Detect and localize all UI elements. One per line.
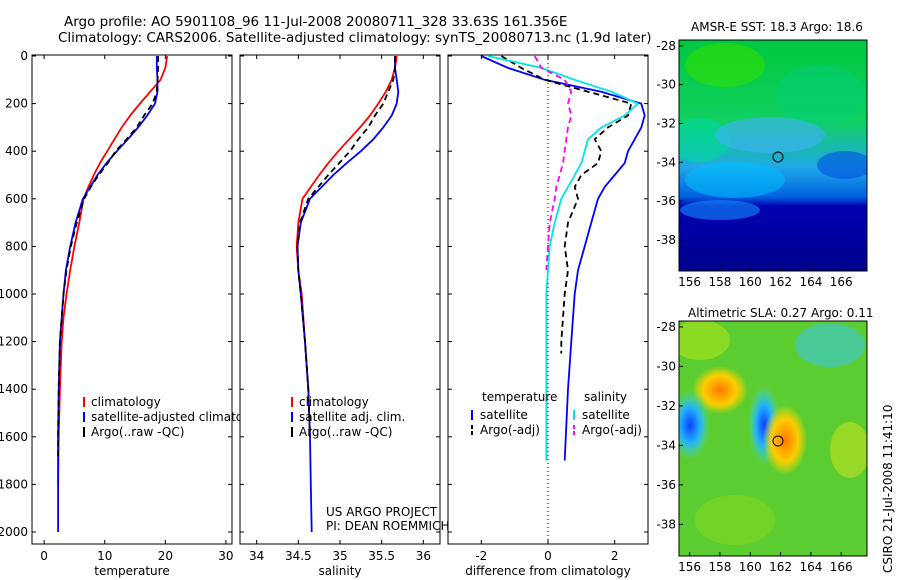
sla-map: Altimetric SLA: 0.27 Argo: 0.11 156 158 16… [656, 306, 873, 574]
series-line-2-0 [480, 55, 646, 461]
legend-group-header-1: salinity [584, 390, 627, 404]
sst-x-tick-label-158: 158 [708, 275, 731, 289]
sst-x-tick-label-160: 160 [739, 275, 762, 289]
plot-frame-0 [31, 54, 233, 545]
legend-label-1-0: climatology [299, 395, 369, 409]
y-tick-label-1400: 1400 [0, 382, 28, 396]
sst-field-detail [679, 43, 867, 220]
x-tick-label-0-10: 10 [97, 549, 112, 563]
y-tick-label-600: 600 [5, 192, 28, 206]
series-line-1-2 [296, 56, 396, 437]
x-tick-label-2-2: 2 [611, 549, 619, 563]
sla-y-tick-label--38: -38 [656, 517, 676, 531]
plot-frame-1 [239, 54, 441, 545]
sla-x-tick-label-158: 158 [708, 560, 731, 574]
x-tick-label-0-30: 30 [218, 549, 233, 563]
sla-x-tick-label-156: 156 [678, 560, 701, 574]
sla-y-tick-label--28: -28 [656, 320, 676, 334]
legend-label-0-0: satellite [480, 408, 528, 422]
y-tick-label-400: 400 [5, 144, 28, 158]
y-tick-label-800: 800 [5, 239, 28, 253]
sst-x-tick-label-162: 162 [769, 275, 792, 289]
y-tick-label-200: 200 [5, 97, 28, 111]
x-axis-label-1: salinity [318, 564, 361, 578]
x-tick-label-2-0: 0 [544, 549, 552, 563]
series-line-0-0 [57, 55, 169, 485]
sla-field-detail [679, 321, 867, 545]
sla-profile-marker [772, 435, 784, 447]
sst-map-axes: 156 158 160 162 164 166 -28 -30 -32 -34 -36 -38 [656, 39, 852, 289]
x-tick-label-1-36: 36 [416, 549, 431, 563]
legend-label-1-0: satellite [582, 408, 630, 422]
header-line-1: Argo profile: AO 5901108_96 11-Jul-2008 … [64, 14, 567, 30]
x-tick-label-1-35: 35 [332, 549, 347, 563]
y-tick-label-1200: 1200 [0, 335, 28, 349]
project-note-line-1: US ARGO PROJECT [326, 505, 438, 519]
temperature-plot: 0 200 400 600 800 1000 1200 1400 1600 1800 2000 0 10… [0, 49, 261, 578]
sla-x-tick-label-164: 164 [799, 560, 822, 574]
legend-group-header-0: temperature [482, 390, 557, 404]
sla-map-axes: 156 158 160 162 164 166 -28 -30 -32 -34 -36 -38 [656, 320, 852, 574]
sst-map-title: AMSR-E SST: 18.3 Argo: 18.6 [691, 20, 863, 34]
sst-y-tick-label--30: -30 [656, 78, 676, 92]
legend-label-1-2: Argo(..raw -QC) [299, 425, 392, 439]
legend-label-0-2: Argo(..raw -QC) [91, 425, 184, 439]
series-line-2-1 [500, 55, 633, 354]
sst-x-tick-label-164: 164 [799, 275, 822, 289]
sst-y-tick-label--38: -38 [656, 233, 676, 247]
sst-x-tick-label-156: 156 [678, 275, 701, 289]
x-axis-label-2: difference from climatology [465, 564, 631, 578]
x-axis-label-0: temperature [94, 564, 169, 578]
header-line-2: Climatology: CARS2006. Satellite-adjuste… [58, 30, 651, 46]
sla-x-tick-label-160: 160 [739, 560, 762, 574]
sla-y-tick-label--34: -34 [656, 438, 676, 452]
project-note-line-2: PI: DEAN ROEMMICH [326, 519, 449, 533]
legend-label-0-0: climatology [91, 395, 161, 409]
x-tick-label-2--2: -2 [475, 549, 487, 563]
sla-map-title: Altimetric SLA: 0.27 Argo: 0.11 [688, 306, 873, 320]
x-tick-label-0-0: 0 [40, 549, 48, 563]
legend-label-0-1: Argo(-adj) [480, 423, 540, 437]
sst-y-tick-label--34: -34 [656, 155, 676, 169]
sst-profile-marker [772, 151, 784, 163]
sla-y-tick-label--32: -32 [656, 399, 676, 413]
sst-y-tick-label--28: -28 [656, 39, 676, 53]
series-line-1-1 [296, 56, 400, 533]
sla-y-tick-label--36: -36 [656, 478, 676, 492]
sla-x-tick-label-162: 162 [769, 560, 792, 574]
x-tick-label-1-34.5: 34.5 [285, 549, 312, 563]
x-tick-label-1-34: 34 [249, 549, 264, 563]
x-tick-label-1-35.5: 35.5 [368, 549, 395, 563]
y-tick-label-1800: 1800 [0, 477, 28, 491]
side-stamp: CSIRO 21-Jul-2008 11:41:10 [881, 405, 895, 573]
sla-y-tick-label--30: -30 [656, 359, 676, 373]
y-tick-label-2000: 2000 [0, 525, 28, 539]
series-line-0-2 [57, 56, 160, 461]
salinity-plot: 34 34.5 35 35.5 36 salinity climatologysatelli… [239, 54, 441, 578]
legend-label-1-1: satellite adj. clim. [299, 410, 405, 424]
sst-x-tick-label-166: 166 [830, 275, 853, 289]
sst-map: AMSR-E SST: 18.3 Argo: 18.6 156 158 160 162… [656, 20, 868, 289]
y-tick-label-1000: 1000 [0, 287, 28, 301]
y-tick-label-1600: 1600 [0, 430, 28, 444]
sst-y-tick-label--36: -36 [656, 194, 676, 208]
series-line-2-3 [533, 55, 573, 271]
x-tick-label-0-20: 20 [158, 549, 173, 563]
series-line-2-2 [487, 55, 639, 461]
y-tick-label-0: 0 [20, 49, 28, 63]
legend-label-1-1: Argo(-adj) [582, 423, 642, 437]
legend-label-0-1: satellite-adjusted climatolog [91, 410, 261, 424]
sla-x-tick-label-166: 166 [830, 560, 853, 574]
sst-y-tick-label--32: -32 [656, 116, 676, 130]
